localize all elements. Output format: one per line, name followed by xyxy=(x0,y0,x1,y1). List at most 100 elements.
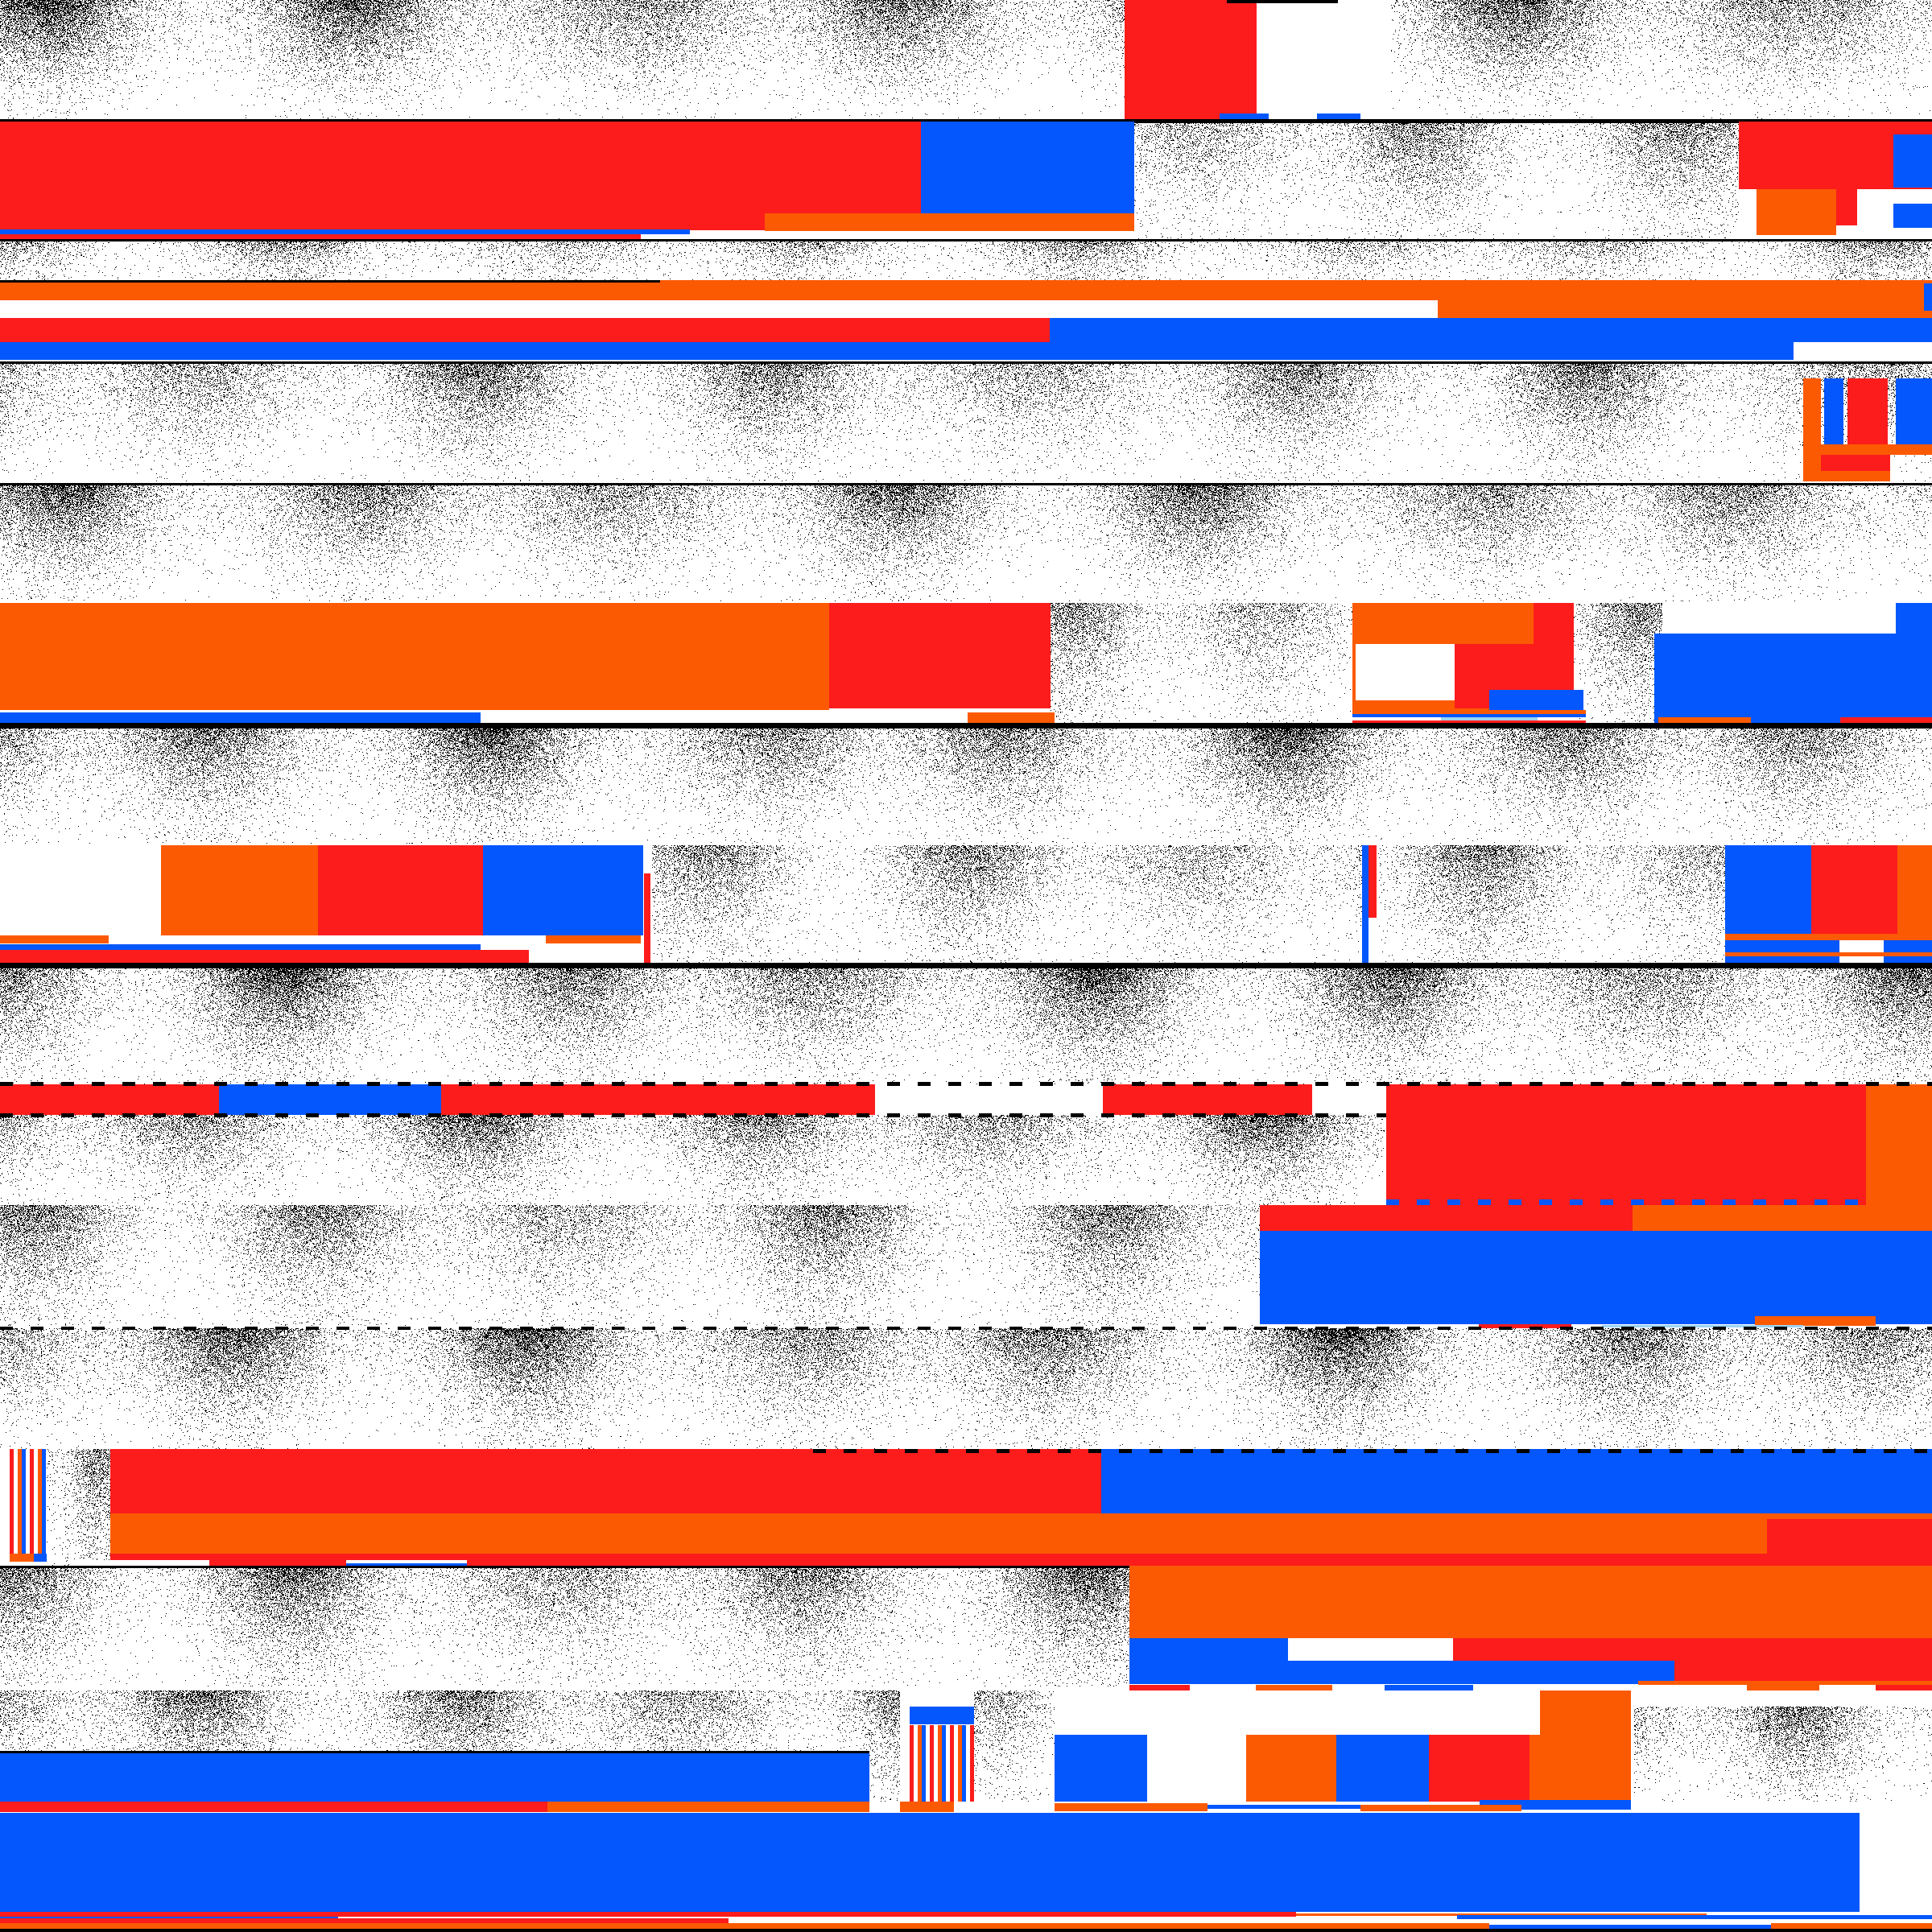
color-block xyxy=(547,1802,869,1812)
color-block xyxy=(483,845,643,935)
noise-band xyxy=(0,0,1932,119)
noise-band xyxy=(652,845,1362,964)
color-block xyxy=(1540,1690,1631,1735)
color-block xyxy=(1633,1205,1932,1231)
color-block xyxy=(546,935,641,943)
color-block xyxy=(1125,0,1257,119)
color-block xyxy=(1821,455,1890,471)
color-block xyxy=(1821,471,1890,481)
color-block xyxy=(1662,603,1896,634)
color-block xyxy=(1441,717,1538,720)
noise-band xyxy=(0,1328,1932,1449)
color-block xyxy=(1876,1685,1932,1690)
color-block xyxy=(1489,1925,1771,1932)
color-block xyxy=(72,1560,209,1566)
noise-band xyxy=(0,239,1932,280)
color-block xyxy=(1055,1803,1208,1811)
color-block xyxy=(1101,1449,1932,1519)
color-block xyxy=(1866,1084,1932,1224)
color-block xyxy=(1479,1324,1571,1328)
color-block xyxy=(1352,720,1586,724)
color-block xyxy=(1352,714,1586,717)
color-block xyxy=(1896,378,1932,444)
color-block xyxy=(910,1707,974,1724)
color-block xyxy=(1893,134,1932,188)
color-block xyxy=(1457,1915,1932,1919)
color-block xyxy=(110,1449,1101,1515)
color-block xyxy=(1336,1735,1429,1802)
noise-band xyxy=(0,966,1932,1084)
color-block xyxy=(0,712,481,723)
noise-band xyxy=(1378,845,1725,964)
noise-band xyxy=(0,1566,1129,1686)
color-block xyxy=(0,950,529,964)
color-block xyxy=(1129,1685,1190,1690)
noise-band xyxy=(47,1449,110,1566)
color-block xyxy=(346,1560,467,1566)
color-block xyxy=(829,603,1051,708)
noise-band xyxy=(0,1115,1385,1205)
color-block xyxy=(0,234,641,239)
color-block xyxy=(0,300,1438,318)
color-block xyxy=(1256,1685,1332,1690)
color-block xyxy=(0,122,921,230)
torn-dashed-line xyxy=(813,1449,1932,1453)
color-block xyxy=(1208,1805,1360,1809)
color-block xyxy=(1260,1231,1932,1324)
color-block xyxy=(0,280,660,283)
vertical-stripe-column xyxy=(10,1449,47,1558)
color-block xyxy=(1847,378,1888,444)
noise-band xyxy=(0,361,1932,481)
color-block xyxy=(1257,0,1391,119)
color-block xyxy=(1220,114,1269,119)
color-block xyxy=(0,603,829,710)
color-block xyxy=(1840,717,1932,724)
color-block xyxy=(1288,1661,1674,1684)
color-block xyxy=(0,1918,729,1923)
color-block xyxy=(219,1084,441,1115)
color-block xyxy=(1260,1205,1633,1231)
color-block xyxy=(1246,1735,1336,1802)
color-block xyxy=(1757,189,1836,235)
color-block xyxy=(1317,114,1360,119)
color-block xyxy=(921,122,1134,230)
color-block xyxy=(0,944,481,950)
color-block xyxy=(1893,204,1932,228)
color-block xyxy=(0,1929,1932,1932)
color-block xyxy=(1050,318,1932,342)
color-block xyxy=(1489,690,1583,710)
color-block xyxy=(1227,0,1338,3)
color-block xyxy=(1725,934,1932,940)
color-block xyxy=(318,845,483,935)
noise-band xyxy=(1574,603,1662,724)
color-block xyxy=(1654,634,1932,723)
color-block xyxy=(1803,378,1821,481)
color-block xyxy=(1103,1084,1312,1115)
color-block xyxy=(0,935,109,943)
color-block xyxy=(1386,1084,1866,1220)
color-block xyxy=(110,1554,1932,1566)
color-block xyxy=(1368,845,1377,918)
color-block xyxy=(1129,1566,1932,1638)
color-block xyxy=(1897,845,1932,934)
color-block xyxy=(0,1912,1296,1917)
color-block xyxy=(1771,1923,1932,1930)
color-block xyxy=(10,1554,34,1562)
color-block xyxy=(34,1554,47,1562)
color-block xyxy=(1725,952,1932,956)
color-block xyxy=(1755,1316,1876,1326)
noise-band xyxy=(0,726,1932,844)
noise-band xyxy=(974,1690,1055,1802)
color-block xyxy=(644,873,650,964)
color-block xyxy=(1638,1681,1932,1685)
color-block xyxy=(1821,444,1932,455)
color-block xyxy=(161,845,318,935)
color-block xyxy=(0,1802,547,1812)
color-block xyxy=(1356,644,1455,700)
color-block xyxy=(1896,603,1932,634)
color-block xyxy=(0,119,1932,122)
color-block xyxy=(346,1563,467,1566)
noise-band xyxy=(0,1205,1260,1326)
color-block xyxy=(1658,717,1751,724)
